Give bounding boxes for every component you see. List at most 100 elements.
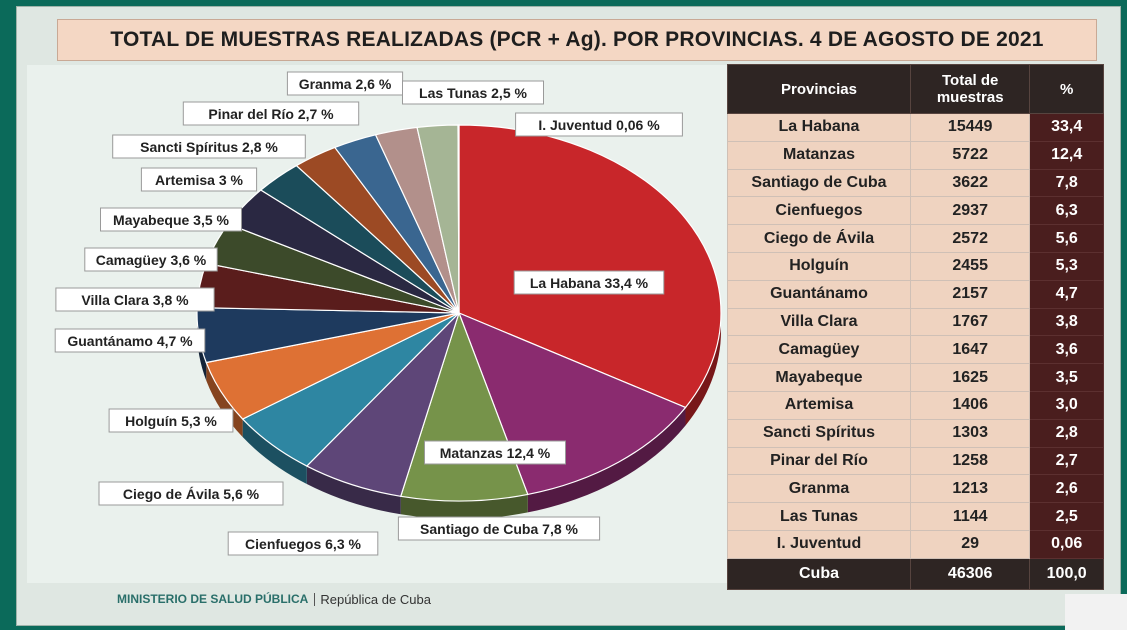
cell-provincia: Holguín xyxy=(727,251,911,281)
pie-side xyxy=(206,362,243,438)
slice-label: Villa Clara 3,8 % xyxy=(55,287,215,312)
cell-total: 1258 xyxy=(909,446,1031,476)
slice-label: I. Juventud 0,06 % xyxy=(515,112,683,137)
slice-label-text: Ciego de Ávila 5,6 % xyxy=(123,486,260,502)
slice-label: Santiago de Cuba 7,8 % xyxy=(397,516,601,541)
republic-text: República de Cuba xyxy=(320,591,431,607)
table-row: La Habana 15449 33,4 xyxy=(727,113,1104,142)
slice-label-text: Guantánamo 4,7 % xyxy=(67,333,193,349)
slice-label: Mayabeque 3,5 % xyxy=(100,207,242,232)
slice-label-text: Pinar del Río 2,7 % xyxy=(208,106,334,122)
slice-label-text: Mayabeque 3,5 % xyxy=(113,212,229,228)
cell-provincia: Ciego de Ávila xyxy=(727,224,911,253)
cell-total: 1144 xyxy=(909,502,1031,531)
pie-chart: La Habana 33,4 % Matanzas 12,4 % Santiago … xyxy=(54,71,722,556)
slice-label-text: Camagüey 3,6 % xyxy=(96,252,207,268)
cell-percent: 33,4 xyxy=(1029,113,1104,142)
slice-label-text: Las Tunas 2,5 % xyxy=(419,85,527,101)
cell-provincia: Granma xyxy=(727,474,911,504)
cell-total: 1303 xyxy=(909,418,1031,448)
cell-total: 1767 xyxy=(909,307,1031,337)
slice-label: Holguín 5,3 % xyxy=(108,408,234,433)
cell-total: 3622 xyxy=(909,168,1031,198)
cell-provincia: Mayabeque xyxy=(727,363,911,392)
cell-percent: 3,6 xyxy=(1029,335,1104,365)
table-row: I. Juventud 29 0,06 xyxy=(727,529,1104,559)
table-row: Ciego de Ávila 2572 5,6 xyxy=(727,224,1104,253)
cell-percent: 3,0 xyxy=(1029,390,1104,420)
cell-provincia: Pinar del Río xyxy=(727,446,911,476)
cell-total: 2937 xyxy=(909,196,1031,226)
slice-label-text: Villa Clara 3,8 % xyxy=(81,292,189,308)
slice-label: Sancti Spíritus 2,8 % xyxy=(112,134,306,159)
cell-provincia: Matanzas xyxy=(727,140,911,170)
cell-provincia: Las Tunas xyxy=(727,502,911,531)
cell-percent: 2,6 xyxy=(1029,474,1104,504)
cell-percent: 12,4 xyxy=(1029,140,1104,170)
slice-label-text: Artemisa 3 % xyxy=(155,172,243,188)
cell-provincia: Sancti Spíritus xyxy=(727,418,911,448)
cell-percent: 6,3 xyxy=(1029,196,1104,226)
cell-total: 29 xyxy=(909,529,1031,559)
corner-overlay xyxy=(1065,594,1127,630)
cell-total: 1406 xyxy=(909,390,1031,420)
table-row: Santiago de Cuba 3622 7,8 xyxy=(727,168,1104,198)
pie-side xyxy=(306,466,401,515)
table-row: Cienfuegos 2937 6,3 xyxy=(727,196,1104,226)
cell-provincia: Santiago de Cuba xyxy=(727,168,911,198)
table-row: Villa Clara 1767 3,8 xyxy=(727,307,1104,337)
table-row: Matanzas 5722 12,4 xyxy=(727,140,1104,170)
pie-side xyxy=(527,407,686,513)
table-row: Pinar del Río 1258 2,7 xyxy=(727,446,1104,476)
header-provincias: Provincias xyxy=(727,64,911,114)
table-row: Sancti Spíritus 1303 2,8 xyxy=(727,418,1104,448)
slice-label: Camagüey 3,6 % xyxy=(84,247,218,272)
footer: MINISTERIO DE SALUD PÚBLICA República de… xyxy=(117,582,431,616)
slice-label: Matanzas 12,4 % xyxy=(424,440,566,465)
slice-label: Guantánamo 4,7 % xyxy=(54,328,206,353)
cell-total: 1647 xyxy=(909,335,1031,365)
cell-percent: 0,06 xyxy=(1029,529,1104,559)
slice-label: Ciego de Ávila 5,6 % xyxy=(98,481,284,506)
data-table: Provincias Total de muestras % La Habana… xyxy=(727,64,1104,590)
slice-label: Artemisa 3 % xyxy=(140,167,258,192)
slice-label-text: Granma 2,6 % xyxy=(299,76,392,92)
table-row: Las Tunas 1144 2,5 xyxy=(727,502,1104,531)
total-label: Cuba xyxy=(727,557,911,590)
table-header-row: Provincias Total de muestras % xyxy=(727,64,1104,114)
cell-percent: 3,8 xyxy=(1029,307,1104,337)
table-row: Holguín 2455 5,3 xyxy=(727,251,1104,281)
cell-total: 5722 xyxy=(909,140,1031,170)
slice-label-text: La Habana 33,4 % xyxy=(530,275,649,291)
cell-total: 2572 xyxy=(909,224,1031,253)
table-row: Artemisa 1406 3,0 xyxy=(727,390,1104,420)
cell-total: 2157 xyxy=(909,279,1031,309)
cell-percent: 2,8 xyxy=(1029,418,1104,448)
slice-label-text: I. Juventud 0,06 % xyxy=(538,117,660,133)
ministry-logo-text: MINISTERIO DE SALUD PÚBLICA xyxy=(117,592,316,606)
cell-percent: 4,7 xyxy=(1029,279,1104,309)
cell-provincia: Villa Clara xyxy=(727,307,911,337)
pie-side xyxy=(197,313,207,381)
header-total: Total de muestras xyxy=(909,64,1031,114)
table-row: Granma 1213 2,6 xyxy=(727,474,1104,504)
slice-label-text: Matanzas 12,4 % xyxy=(440,445,551,461)
table-row: Camagüey 1647 3,6 xyxy=(727,335,1104,365)
cell-provincia: Camagüey xyxy=(727,335,911,365)
cell-provincia: La Habana xyxy=(727,113,911,142)
cell-total: 15449 xyxy=(909,113,1031,142)
slice-label-text: Sancti Spíritus 2,8 % xyxy=(140,139,278,155)
cell-percent: 7,8 xyxy=(1029,168,1104,198)
cell-percent: 3,5 xyxy=(1029,363,1104,392)
table-row: Mayabeque 1625 3,5 xyxy=(727,363,1104,392)
cell-total: 1213 xyxy=(909,474,1031,504)
cell-percent: 5,6 xyxy=(1029,224,1104,253)
chart-title: TOTAL DE MUESTRAS REALIZADAS (PCR + Ag).… xyxy=(57,19,1097,61)
slice-label: La Habana 33,4 % xyxy=(513,270,665,295)
cell-percent: 2,5 xyxy=(1029,502,1104,531)
slice-label: Granma 2,6 % xyxy=(286,71,404,96)
pie-side xyxy=(242,419,307,485)
pie-slice xyxy=(457,124,460,314)
cell-total: 1625 xyxy=(909,363,1031,392)
pie-side xyxy=(685,313,721,426)
